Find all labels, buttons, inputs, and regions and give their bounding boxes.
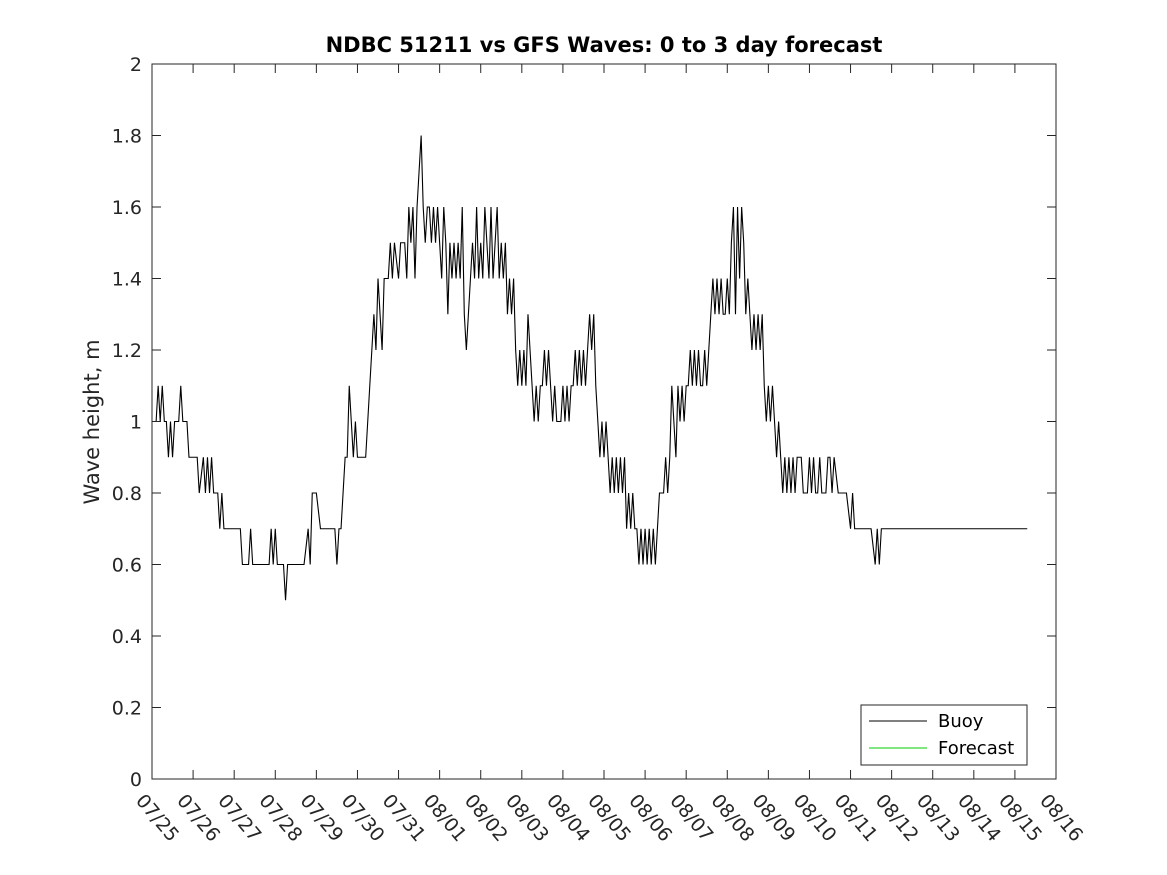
y-tick-label: 1 xyxy=(130,412,142,434)
y-tick-label: 0 xyxy=(130,769,142,791)
y-tick-label: 1.6 xyxy=(112,197,142,219)
legend-label-forecast: Forecast xyxy=(938,738,1014,759)
legend-box xyxy=(860,704,1028,766)
y-tick-label: 2 xyxy=(130,54,142,76)
series-line-buoy xyxy=(152,135,1028,601)
y-tick-label: 1.4 xyxy=(112,269,142,291)
y-tick-label: 0.2 xyxy=(112,698,142,720)
plot-area xyxy=(152,135,1028,601)
legend-label-buoy: Buoy xyxy=(938,711,984,732)
legend: Buoy Forecast xyxy=(860,704,1028,766)
y-tick-label: 1.8 xyxy=(112,126,142,148)
chart-title: NDBC 51211 vs GFS Waves: 0 to 3 day fore… xyxy=(326,33,883,57)
y-tick-label: 0.6 xyxy=(112,555,142,577)
y-tick-label: 1.2 xyxy=(112,340,142,362)
y-axis-label: Wave height, m xyxy=(80,339,104,504)
y-tick-label: 0.4 xyxy=(112,626,142,648)
y-tick-label: 0.8 xyxy=(112,483,142,505)
